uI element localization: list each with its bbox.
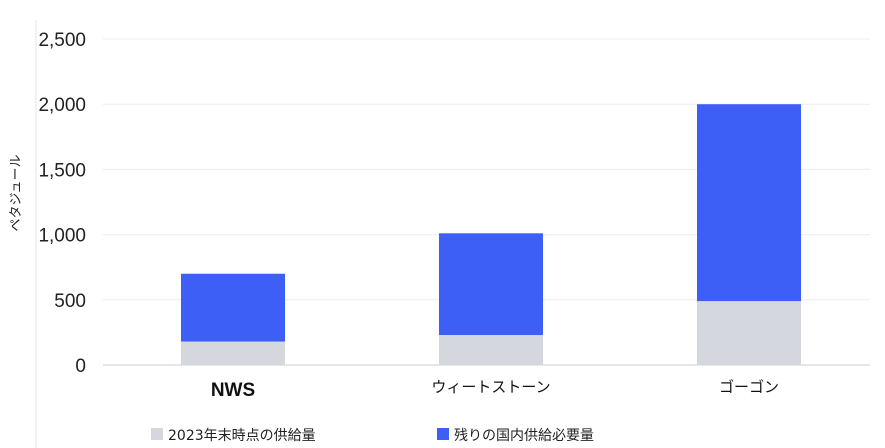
y-tick-label: 500 [54,291,86,312]
bar-segment [439,335,543,365]
y-tick-labels: 0 500 1,000 1,500 2,000 2,500 [38,30,86,377]
x-category-label: NWS [211,380,255,401]
y-axis-label: ペタジュール [9,154,24,231]
x-category-label: ウィートストーン [431,378,550,396]
y-tick-label: 2,500 [38,30,86,51]
y-tick-label: 2,000 [38,95,86,116]
legend: 2023年末時点の供給量 残りの国内供給必要量 [151,428,594,444]
bar-segment [697,301,801,365]
bar-segment [439,233,543,336]
y-tick-label: 1,000 [38,226,86,247]
legend-swatch-remaining [437,428,449,440]
legend-label-remaining: 残りの国内供給必要量 [454,428,594,444]
x-category-labels: NWS ウィートストーン ゴーゴン [211,378,779,401]
y-tick-label: 1,500 [38,160,86,181]
bar-segment [181,341,285,365]
legend-swatch-supplied [151,428,163,440]
x-category-label: ゴーゴン [719,378,779,396]
legend-label-supplied: 2023年末時点の供給量 [168,428,316,444]
y-tick-label: 0 [75,356,86,377]
bars [181,104,801,365]
bar-segment [181,273,285,342]
bar-segment [697,104,801,302]
